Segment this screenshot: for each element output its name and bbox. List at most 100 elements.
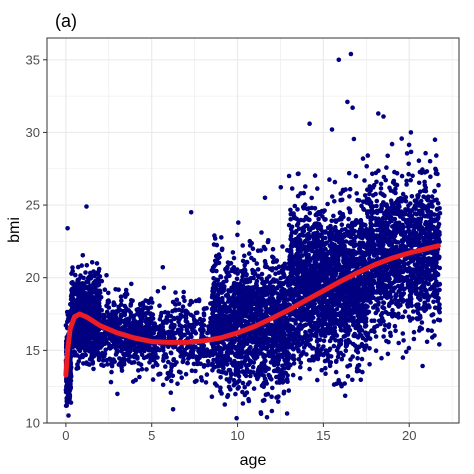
data-point <box>188 349 194 355</box>
data-point <box>98 295 104 300</box>
data-point <box>259 288 264 294</box>
data-point <box>264 346 269 351</box>
data-point <box>312 173 318 178</box>
data-point <box>317 221 322 227</box>
data-point <box>275 291 280 296</box>
data-point <box>166 374 172 380</box>
data-point <box>170 407 176 412</box>
data-point <box>264 276 270 281</box>
data-point <box>112 359 117 364</box>
data-point <box>287 282 293 288</box>
data-point <box>332 179 338 185</box>
data-point <box>309 323 314 329</box>
data-point <box>332 325 338 330</box>
data-point <box>235 380 240 385</box>
data-point <box>104 339 109 344</box>
data-point <box>168 350 174 356</box>
data-point <box>151 357 157 363</box>
data-point <box>143 324 149 329</box>
data-point <box>321 351 327 357</box>
data-point <box>85 328 91 333</box>
data-point <box>228 376 233 381</box>
data-point <box>282 337 287 343</box>
data-point <box>347 194 352 199</box>
data-point <box>128 313 134 319</box>
data-point <box>231 309 237 314</box>
data-point <box>280 244 285 249</box>
data-point <box>198 375 204 380</box>
data-point <box>254 278 260 284</box>
data-point <box>178 370 183 375</box>
data-point <box>246 277 251 282</box>
data-point <box>343 348 349 354</box>
data-point <box>263 310 269 315</box>
data-point <box>230 250 236 255</box>
data-point <box>232 339 237 345</box>
data-point <box>230 363 236 368</box>
data-point <box>154 326 159 332</box>
data-point <box>299 351 305 357</box>
data-point <box>166 335 172 341</box>
data-point <box>73 286 79 291</box>
data-point <box>250 246 256 251</box>
data-point <box>97 289 102 295</box>
data-point <box>203 380 209 385</box>
data-point <box>309 195 315 201</box>
data-point <box>346 170 352 176</box>
data-point <box>143 319 148 325</box>
data-point <box>198 321 203 327</box>
data-point <box>242 385 247 390</box>
data-point <box>102 333 108 339</box>
data-point <box>98 354 103 359</box>
data-point <box>315 186 320 191</box>
data-point <box>150 349 156 355</box>
data-point <box>271 290 276 296</box>
data-point <box>288 207 293 213</box>
data-point <box>96 266 102 272</box>
data-point <box>205 362 211 368</box>
data-point <box>239 317 244 322</box>
data-point <box>233 367 239 373</box>
data-point <box>76 296 81 302</box>
data-point <box>283 301 288 306</box>
data-point <box>77 325 82 330</box>
data-point <box>80 253 86 258</box>
data-point <box>211 282 217 288</box>
data-point <box>131 313 137 319</box>
data-point <box>211 263 217 269</box>
data-point <box>136 306 141 312</box>
data-point <box>250 364 256 370</box>
data-point <box>310 345 316 351</box>
data-point <box>240 283 246 289</box>
data-point <box>183 312 189 318</box>
data-point <box>112 340 117 345</box>
data-point <box>211 320 217 326</box>
data-point <box>247 380 252 385</box>
data-point <box>99 336 105 342</box>
data-point <box>348 357 353 362</box>
data-point <box>150 364 156 369</box>
data-point <box>123 318 128 324</box>
data-point <box>156 372 161 377</box>
data-point <box>157 316 163 322</box>
data-point <box>286 351 292 357</box>
data-point <box>255 329 260 335</box>
data-point <box>251 386 257 391</box>
data-point <box>91 290 97 295</box>
data-point <box>137 374 142 380</box>
data-point <box>255 273 261 279</box>
data-point <box>273 271 278 277</box>
data-point <box>219 235 224 240</box>
data-point <box>289 186 295 191</box>
data-point <box>262 284 267 290</box>
data-point <box>174 297 180 303</box>
data-point <box>120 343 125 348</box>
data-point <box>270 254 275 260</box>
data-point <box>217 320 222 325</box>
data-point <box>87 304 93 310</box>
data-point <box>141 355 147 361</box>
data-point <box>183 318 189 324</box>
data-point <box>281 263 286 269</box>
data-point <box>342 381 348 386</box>
data-point <box>346 216 351 222</box>
